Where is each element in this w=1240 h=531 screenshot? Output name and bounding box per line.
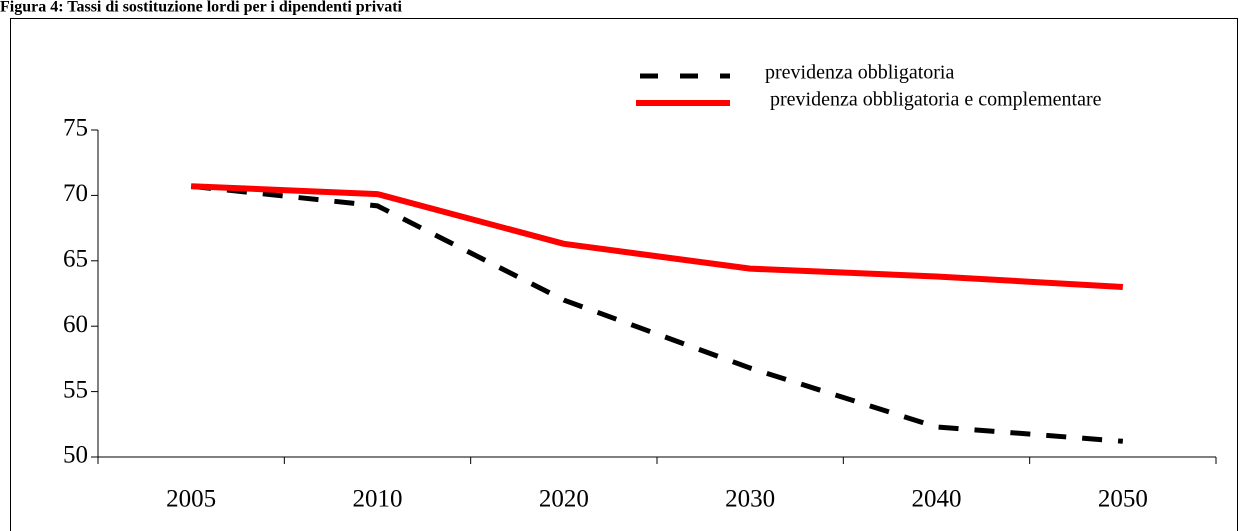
chart-frame (10, 18, 1238, 531)
series-line (191, 183, 1124, 290)
x-tick-label: 2040 (912, 486, 962, 513)
x-tick-label: 2005 (166, 486, 216, 513)
chart-title: Figura 4: Tassi di sostituzione lordi pe… (0, 0, 403, 16)
legend-label: previdenza obbligatoria (765, 62, 954, 84)
x-tick-label: 2010 (353, 486, 403, 513)
y-tick-label: 70 (63, 180, 88, 207)
legend-label: previdenza obbligatoria e complementare (770, 89, 1102, 111)
y-tick-label: 50 (63, 442, 88, 469)
y-tick-label: 55 (63, 376, 88, 403)
y-tick-label: 60 (63, 311, 88, 338)
x-tick-label: 2020 (539, 486, 589, 513)
x-tick-label: 2050 (1098, 486, 1148, 513)
series-line (190, 183, 1124, 444)
y-tick-label: 75 (63, 115, 88, 142)
y-tick-label: 65 (63, 246, 88, 273)
x-tick-label: 2030 (725, 486, 775, 513)
